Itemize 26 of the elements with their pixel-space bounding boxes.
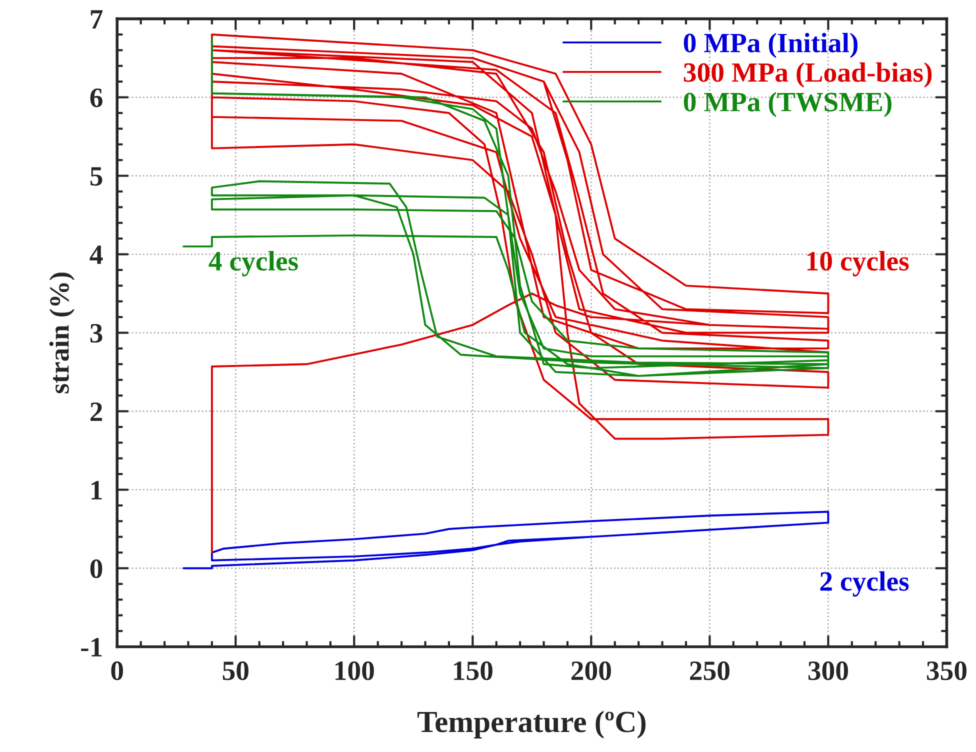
annotation: 4 cycles — [208, 251, 298, 276]
line-series — [182, 510, 830, 570]
x-tick-label: 250 — [690, 661, 730, 680]
y-tick-label: 3 — [90, 324, 102, 343]
x-tick-label: 50 — [222, 661, 248, 680]
x-tick-label: 350 — [926, 661, 966, 680]
y-tick-label: -1 — [81, 638, 102, 656]
x-tick-label: 0 — [111, 661, 124, 680]
x-tick-label: 150 — [454, 661, 492, 680]
y-tick-label: 6 — [90, 88, 102, 108]
annotation: 2 cycles — [820, 571, 909, 597]
legend-label: 0 MPa (TWSME) — [684, 92, 892, 118]
y-tick-label: 0 — [90, 559, 102, 578]
y-tick-label: 7 — [90, 10, 103, 28]
y-tick-label: 2 — [90, 402, 102, 421]
y-tick-label: 4 — [90, 246, 103, 264]
legend-label: 0 MPa (Initial) — [684, 32, 858, 58]
x-tick-label: 100 — [336, 661, 374, 680]
y-axis-title: strain (%) — [49, 272, 75, 394]
annotation: 10 cycles — [807, 251, 909, 276]
y-tick-label: 1 — [92, 481, 102, 500]
x-tick-label: 200 — [572, 661, 611, 680]
y-tick-label: 5 — [90, 167, 102, 186]
legend-label: 300 MPa (Load-bias) — [684, 62, 932, 88]
x-axis-title: Temperature (ºC) — [417, 710, 646, 739]
x-tick-label: 300 — [808, 661, 848, 680]
